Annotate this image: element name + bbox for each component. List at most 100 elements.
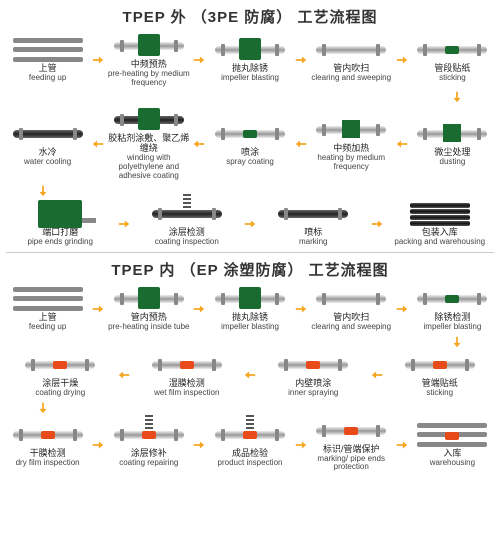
step-label: 管内吹扫 clearing and sweeping [311,64,391,83]
step-icon [148,201,226,227]
step-icon [9,121,87,147]
step-icon [148,352,226,378]
flow-step: 内壁喷涂 inner spraying [259,352,368,398]
step-label: 中频加热 heating by medium frequency [310,144,393,171]
flow-step: 管内吹扫 clearing and sweeping [310,37,393,83]
arrow-left-icon [370,368,384,382]
step-label-en: wet film inspection [154,389,219,398]
step-label-en: impeller blasting [221,323,279,332]
arrow-right-icon [294,53,308,67]
step-icon [312,37,390,63]
arrow-down-icon [450,335,464,349]
step-label-en: clearing and sweeping [311,74,391,83]
step-label: 喷涂 spray coating [226,148,274,167]
arrow-right-icon [294,302,308,316]
flow-step: 中频加热 heating by medium frequency [310,117,393,171]
arrow-left-icon [294,137,308,151]
step-label-en: impeller blasting [221,74,279,83]
flow-step: 抛丸除锈 impeller blasting [208,37,291,83]
step-label-en: marking [299,238,327,247]
flow-row: 涂层干燥 coating drying 湿膜检测 wet film inspec… [6,352,494,398]
step-label: 涂层修补 coating repairing [119,449,178,468]
step-label: 入库 warehousing [430,449,475,468]
step-icon [413,422,491,448]
step-icon [110,107,188,133]
flow-step: 干膜检测 dry film inspection [6,422,89,468]
step-label-en: pipe ends grinding [28,238,93,247]
step-icon [21,201,99,227]
step-label: 标识/管端保护 marking/ pipe ends protection [310,445,393,472]
arrow-right-icon [192,53,206,67]
step-label: 抛丸除锈 impeller blasting [221,313,279,332]
flow-row: 干膜检测 dry film inspection 涂层修补 coating re… [6,418,494,472]
step-icon [413,37,491,63]
step-icon [211,422,289,448]
flow-step: 喷涂 spray coating [208,121,291,167]
flow-step: 微尘处理 dusting [411,121,494,167]
arrow-left-icon [192,137,206,151]
step-icon [211,37,289,63]
step-icon [21,352,99,378]
step-label-cn: 胶粘剂涂敷、聚乙烯缠绕 [107,134,190,154]
step-label-en: impeller blasting [424,323,482,332]
step-icon [9,37,87,63]
flow-step: 除锈检测 impeller blasting [411,286,494,332]
step-label: 喷标 marking [299,228,327,247]
arrow-left-icon [117,368,131,382]
flow-step: 喷标 marking [259,201,368,247]
step-label-en: sticking [422,389,458,398]
flow-row: 水冷 water cooling 胶粘剂涂敷、聚乙烯缠绕 winding wit… [6,107,494,180]
step-label: 湿膜检测 wet film inspection [154,379,219,398]
flow-step: 入库 warehousing [411,422,494,468]
step-icon [9,286,87,312]
step-label-en: marking/ pipe ends protection [310,455,393,473]
arrow-right-icon [192,302,206,316]
section-title: TPEP 内 （EP 涂塑防腐） 工艺流程图 [6,259,494,280]
arrow-down-icon [450,90,464,104]
flow-step: 上管 feeding up [6,286,89,332]
arrow-right-icon [395,53,409,67]
step-label-en: winding with polyethylene and adhesive c… [107,154,190,180]
step-label: 内壁喷涂 inner spraying [288,379,338,398]
step-icon [401,201,479,227]
step-label: 中频预热 pre-heating by medium frequency [107,60,190,87]
step-label-en: sticking [434,74,470,83]
flow-step: 中频预热 pre-heating by medium frequency [107,33,190,87]
flow-step: 湿膜检测 wet film inspection [133,352,242,398]
flow-step: 涂层检测 coating inspection [133,201,242,247]
step-icon [211,286,289,312]
step-label: 管内吹扫 clearing and sweeping [311,313,391,332]
step-label-en: dusting [434,158,470,167]
flow-container: 上管 feeding up 管内预热 pre-heating inside tu… [6,286,494,472]
arrow-right-icon [294,438,308,452]
step-label: 微尘处理 dusting [434,148,470,167]
arrow-right-icon [91,53,105,67]
step-label: 上管 feeding up [29,64,66,83]
flow-step: 管内吹扫 clearing and sweeping [310,286,393,332]
arrow-right-icon [91,302,105,316]
arrow-right-icon [395,438,409,452]
step-icon [274,352,352,378]
flow-step: 包装入库 packing and warehousing [386,201,495,247]
step-label: 水冷 water cooling [24,148,71,167]
flow-step: 标识/管端保护 marking/ pipe ends protection [310,418,393,472]
step-label-en: pre-heating by medium frequency [107,70,190,88]
flow-step: 管端贴纸 sticking [386,352,495,398]
step-label-en: pre-heating inside tube [108,323,189,332]
arrow-right-icon [243,217,257,231]
flow-step: 涂层干燥 coating drying [6,352,115,398]
arrow-right-icon [91,438,105,452]
flow-step: 端口打磨 pipe ends grinding [6,201,115,247]
flow-row: 端口打磨 pipe ends grinding 涂层检测 coating ins… [6,201,494,247]
step-label: 包装入库 packing and warehousing [394,228,485,247]
flow-step: 成品检验 product inspection [208,422,291,468]
flow-row: 上管 feeding up 管内预热 pre-heating inside tu… [6,286,494,332]
section-title: TPEP 外 （3PE 防腐） 工艺流程图 [6,6,494,27]
step-icon [401,352,479,378]
step-label: 除锈检测 impeller blasting [424,313,482,332]
arrow-right-icon [395,302,409,316]
step-label-en: feeding up [29,74,66,83]
arrow-down-icon [36,401,50,415]
step-icon [110,33,188,59]
step-label-en: feeding up [29,323,66,332]
